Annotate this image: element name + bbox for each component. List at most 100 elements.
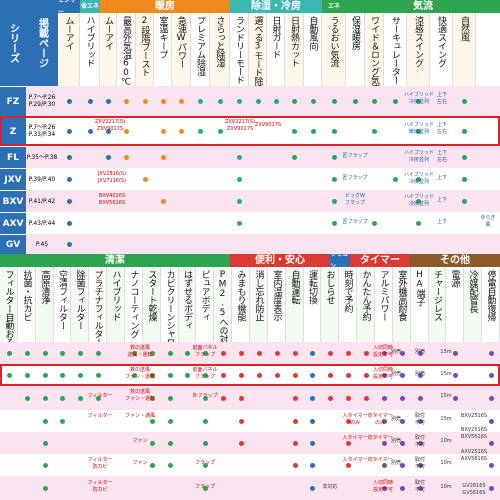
feature-dot [149,462,155,468]
feature-dot [488,462,494,468]
feature-note: 不可 [414,420,426,426]
feature-dot [95,350,101,356]
page-ref-line: P.7〜P.26 [28,94,56,101]
top-group-0: センサー [58,0,80,13]
feature-dot [292,128,297,134]
feature-dot [202,440,208,446]
bottom-col-label: 除菌フィルター [74,270,85,330]
top-row-bg-3 [0,168,500,190]
top-col-label: ムーアイ [63,16,74,50]
feature-note: ZXV9017S [226,126,254,132]
top-col-14: うるおい気流 [322,13,346,86]
feature-dot [66,198,72,204]
feature-dot [77,350,83,356]
feature-dot [452,372,458,378]
bottom-group-1: 便利・安心 [230,254,330,267]
feature-note: ゆらぎ [480,215,496,221]
page-ref-z: P.7〜P.26 P.33/P.34 [26,116,58,146]
bottom-col-16: 自動運転 [286,267,304,342]
feature-dot [372,128,377,134]
feature-dot [310,372,315,378]
feature-note: 救の送風 [129,367,151,373]
bottom-col-0: フィルター自動おそうじメカ [0,267,18,342]
bottom-col-6: ハイブリッド [107,267,125,342]
feature-dot [217,98,223,104]
bottom-col-label: 電源 [449,270,460,287]
bottom-col-label: 高原清浄 [39,270,50,304]
feature-dot [179,128,184,134]
feature-dot [149,418,155,424]
feature-note: 別売 [414,371,426,377]
feature-dot [142,176,148,182]
feature-dot [381,372,387,378]
feature-note: 取付 [414,435,426,441]
page-ref-jxv: P.39/P.40 [26,168,58,190]
top-col-label: 2段階ブースト [139,16,150,77]
feature-dot [462,154,467,160]
feature-dot [220,372,226,378]
feature-dot [237,98,242,104]
bottom-col-5: プラチナフィルター [89,267,107,342]
feature-dot [202,372,208,378]
feature-dot [292,154,297,160]
feature-note: 10m [440,438,452,444]
feature-note: 救の送風 [129,389,151,395]
top-col-2: ムーアイ [100,13,117,86]
top-col-label: 日射熱カット [289,16,299,67]
feature-dot [292,440,298,446]
feature-dot [381,440,387,446]
feature-dot [417,485,423,491]
bottom-col-label: プラチナフィルター [92,270,103,342]
feature-dot [24,350,30,356]
top-col-label: プレミアム除湿 [195,16,205,76]
feature-dot [238,440,244,446]
feature-note: ZXV2217(S) [94,119,126,125]
feature-dot [60,395,65,401]
bottom-row-bg-5 [0,454,500,476]
feature-dot [399,395,405,401]
feature-dot [462,128,467,134]
bottom-row-bg-0 [0,342,500,364]
feature-note: 別売 [390,438,402,444]
top-group-2: 暖房 [100,0,230,13]
feature-dot [452,395,458,401]
bottom-col-17: 運転切換 [304,267,321,342]
feature-dot [462,98,467,104]
bottom-col-label: 運転切換 [307,270,317,304]
top-col-label: ランドリーモード [234,16,244,84]
bottom-col-label: 室外機高耐食 [396,270,407,321]
top-col-0: ムーアイ [58,13,80,86]
feature-dot [310,440,315,446]
feature-dot [452,350,458,356]
feature-note: フラップ [194,352,216,358]
feature-dot [131,372,137,378]
bottom-col-label: 空清フィルター [57,270,67,330]
feature-dot [416,128,421,134]
feature-dot [363,395,369,401]
feature-note: 上下 [436,197,448,203]
top-col-15: 保湿暖房 [346,13,365,86]
top-col-7: プレミアム除湿 [191,13,210,86]
top-col-label: 涼感スイング [413,16,423,67]
feature-dot [310,418,315,424]
feature-note: 上下 [436,122,448,128]
feature-note: 設定不可 [372,487,394,493]
feature-dot [66,98,72,104]
bottom-col-24: チャージレス [429,267,446,342]
feature-note: ビッグW [345,193,365,199]
feature-dot [106,154,111,160]
feature-note: ファン [132,438,148,444]
bottom-row-bg-1 [0,364,500,386]
bottom-col-18: おしらせ [321,267,339,342]
bottom-col-label: ナノコーティング [128,270,139,338]
feature-note: AXV5616S [460,456,488,462]
bottom-col-25: 電源 [446,267,464,342]
feature-dot [488,395,494,401]
bottom-col-23: HA端子 [411,267,429,342]
feature-note: 上下 [436,175,448,181]
bottom-col-label: 時刻で予約 [342,270,353,313]
feature-note: 15m [440,416,452,422]
feature-dot [331,198,337,204]
bottom-col-label: 消し忘れ防止 [253,270,264,321]
feature-note: GV2816S [462,483,486,489]
